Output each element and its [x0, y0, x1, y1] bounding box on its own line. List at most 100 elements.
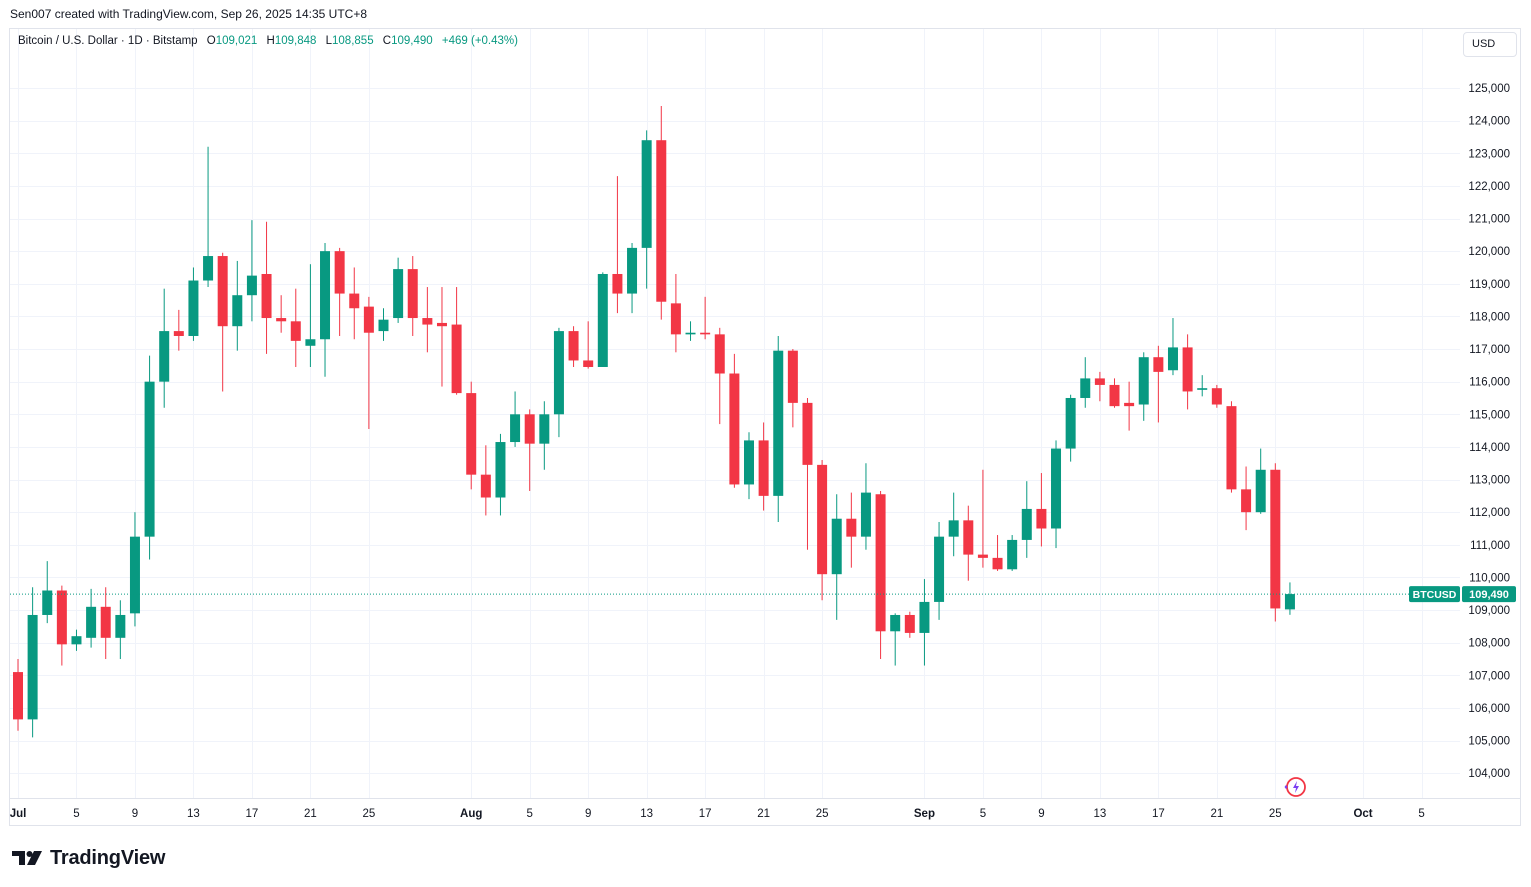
candle[interactable]: [1051, 440, 1062, 549]
candle[interactable]: [860, 463, 871, 550]
candle[interactable]: [612, 176, 623, 314]
candle[interactable]: [217, 252, 228, 392]
candle[interactable]: [1255, 448, 1266, 514]
candle[interactable]: [276, 295, 287, 333]
candle[interactable]: [773, 335, 784, 522]
candle[interactable]: [27, 587, 38, 738]
candle[interactable]: [904, 611, 915, 638]
candle[interactable]: [115, 600, 126, 660]
candle[interactable]: [480, 445, 491, 516]
x-tick-label: 21: [1210, 808, 1223, 820]
candle[interactable]: [1094, 371, 1105, 402]
candle[interactable]: [977, 469, 988, 568]
candle[interactable]: [1007, 535, 1018, 571]
candle[interactable]: [758, 422, 769, 511]
candle[interactable]: [831, 494, 842, 620]
candle[interactable]: [173, 309, 184, 351]
candle[interactable]: [451, 287, 462, 395]
candle[interactable]: [495, 433, 506, 516]
candle[interactable]: [203, 146, 214, 288]
candle[interactable]: [583, 321, 594, 369]
candle[interactable]: [846, 492, 857, 568]
candle[interactable]: [305, 264, 316, 367]
candle[interactable]: [1226, 401, 1237, 493]
candle[interactable]: [1241, 466, 1252, 531]
candle[interactable]: [378, 308, 389, 341]
candle[interactable]: [42, 561, 53, 624]
candle[interactable]: [934, 521, 945, 620]
candle[interactable]: [349, 267, 360, 340]
candle[interactable]: [436, 287, 447, 387]
candle[interactable]: [1284, 582, 1295, 615]
candle[interactable]: [714, 327, 725, 425]
candle[interactable]: [524, 409, 535, 491]
candle[interactable]: [261, 221, 272, 354]
candle[interactable]: [86, 588, 97, 648]
candle[interactable]: [948, 492, 959, 557]
candle[interactable]: [510, 391, 521, 447]
candle[interactable]: [13, 659, 23, 731]
candle[interactable]: [1080, 357, 1091, 408]
candle[interactable]: [1197, 375, 1208, 397]
candle[interactable]: [670, 273, 681, 353]
y-tick-label: 106,000: [1468, 703, 1510, 715]
candle[interactable]: [890, 613, 901, 666]
x-tick-label: 17: [1152, 808, 1165, 820]
candle-body: [1094, 378, 1105, 385]
candle[interactable]: [685, 321, 696, 341]
candle[interactable]: [422, 287, 433, 353]
candle[interactable]: [188, 267, 199, 341]
candle[interactable]: [1270, 463, 1281, 622]
candle[interactable]: [963, 505, 974, 581]
candle-body: [919, 601, 930, 633]
candle[interactable]: [1124, 381, 1135, 431]
candle[interactable]: [466, 381, 477, 490]
candle[interactable]: [539, 401, 550, 470]
candle[interactable]: [656, 105, 667, 320]
candle[interactable]: [787, 349, 798, 428]
candle[interactable]: [641, 130, 652, 289]
candle[interactable]: [320, 242, 331, 377]
candle[interactable]: [553, 327, 564, 438]
candle[interactable]: [1153, 345, 1164, 423]
candle[interactable]: [817, 459, 828, 601]
candle[interactable]: [407, 256, 418, 336]
candle[interactable]: [100, 587, 111, 660]
candle[interactable]: [802, 397, 813, 550]
candle-body: [670, 303, 681, 335]
candle[interactable]: [1211, 384, 1222, 408]
tradingview-logo[interactable]: TradingView: [12, 846, 165, 870]
candle[interactable]: [1021, 481, 1032, 558]
candle[interactable]: [1182, 334, 1193, 410]
candle[interactable]: [597, 272, 608, 367]
currency-button[interactable]: USD: [1463, 32, 1517, 57]
candle[interactable]: [568, 326, 579, 367]
assistant-sparkle-icon[interactable]: [1284, 777, 1306, 797]
candle[interactable]: [71, 629, 82, 651]
candle[interactable]: [1138, 352, 1149, 421]
candle[interactable]: [144, 355, 155, 560]
candle[interactable]: [627, 242, 638, 314]
candle[interactable]: [1065, 394, 1076, 462]
candle[interactable]: [1167, 318, 1178, 376]
candle[interactable]: [1036, 473, 1047, 547]
candle[interactable]: [1109, 378, 1120, 408]
candle[interactable]: [700, 296, 711, 340]
candle[interactable]: [129, 512, 140, 627]
candle[interactable]: [744, 432, 754, 500]
candle[interactable]: [729, 353, 740, 488]
candle[interactable]: [992, 535, 1003, 571]
candle[interactable]: [363, 296, 374, 429]
candle[interactable]: [159, 288, 170, 408]
candle[interactable]: [246, 220, 257, 322]
candle[interactable]: [56, 585, 67, 666]
candle[interactable]: [290, 288, 301, 367]
candle[interactable]: [875, 490, 886, 660]
candle[interactable]: [393, 257, 404, 323]
candle-body: [188, 280, 199, 336]
candle[interactable]: [232, 260, 243, 351]
candle[interactable]: [334, 247, 345, 336]
symbol-title[interactable]: Bitcoin / U.S. Dollar · 1D · Bitstamp: [18, 35, 198, 47]
candle[interactable]: [919, 579, 930, 666]
